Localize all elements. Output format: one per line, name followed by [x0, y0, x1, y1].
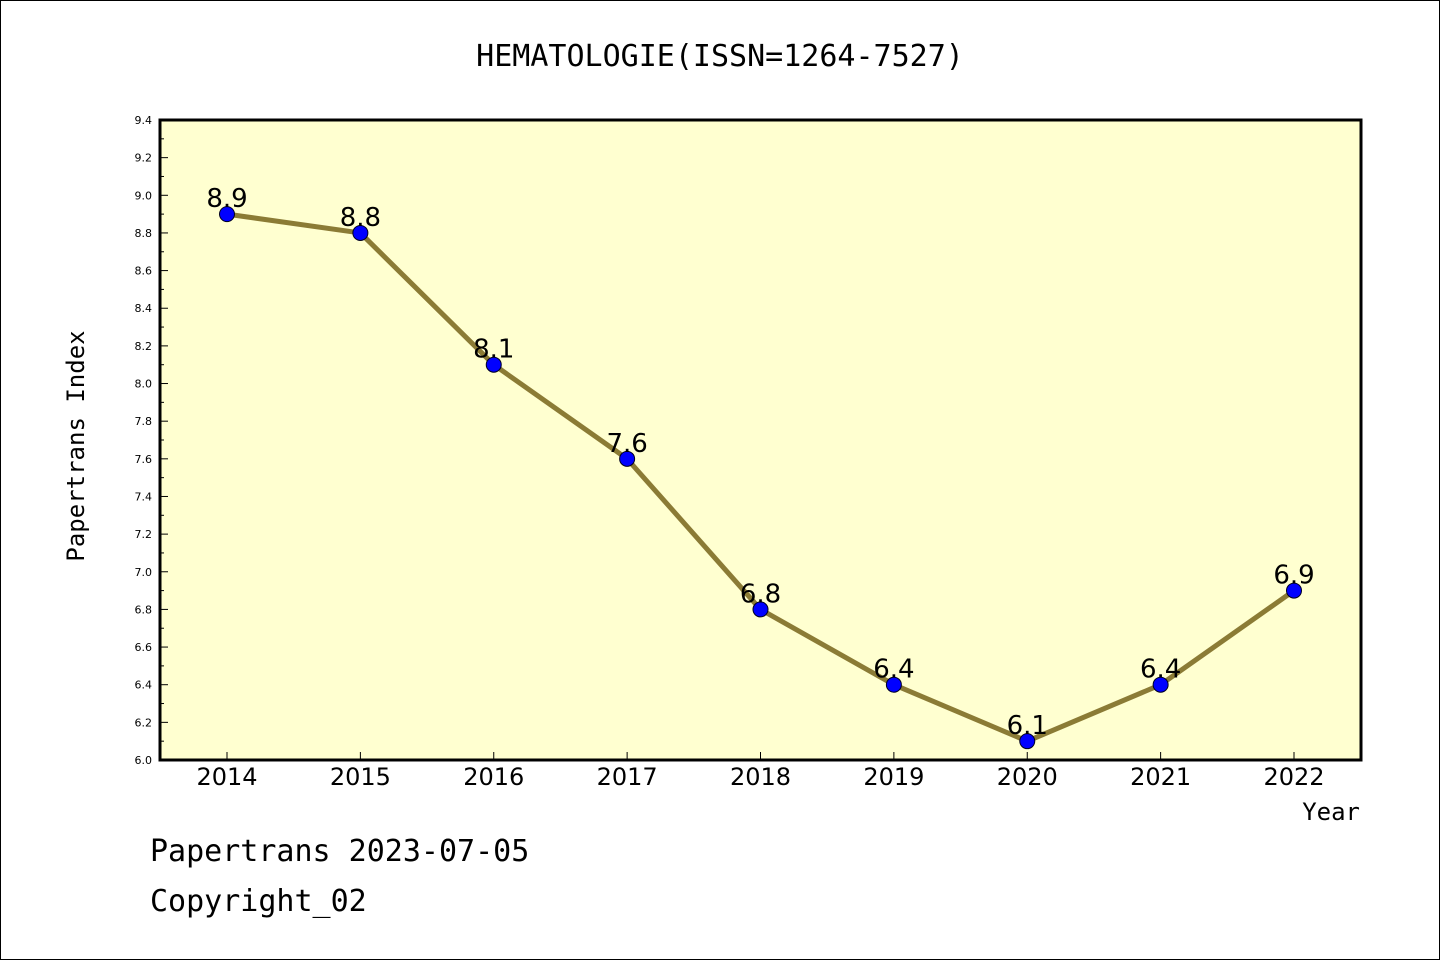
data-label: 8.8: [340, 203, 381, 233]
y-tick-label: 7.6: [135, 453, 153, 466]
x-tick-label: 2020: [997, 763, 1058, 791]
x-tick-label: 2015: [330, 763, 391, 791]
data-label: 6.4: [1140, 655, 1181, 685]
data-point: [619, 450, 636, 467]
y-tick-label: 8.0: [135, 378, 153, 391]
y-tick-label: 8.6: [135, 265, 153, 278]
y-tick-label: 6.8: [135, 603, 153, 616]
data-point: [485, 356, 502, 373]
data-label: 6.1: [1007, 711, 1048, 741]
y-axis-label: Papertrans Index: [62, 330, 90, 561]
x-tick-label: 2019: [863, 763, 924, 791]
x-tick-label: 2022: [1263, 763, 1324, 791]
y-tick-label: 8.8: [135, 227, 153, 240]
y-tick-label: 6.2: [135, 716, 153, 729]
data-label: 7.6: [606, 429, 647, 459]
y-tick-label: 9.2: [135, 152, 153, 165]
x-axis-label: Year: [1302, 798, 1360, 826]
x-tick-label: 2018: [730, 763, 791, 791]
footer-date: Papertrans 2023-07-05: [150, 834, 530, 869]
y-axis: 6.0 6.2 6.4 6.6 6.8 7.0 7.2 7.4 7.6 7.8 8.0 8.2 8.4 8…: [135, 114, 168, 767]
x-tick-label: 2014: [196, 763, 257, 791]
footer-copyright: Copyright_02: [150, 884, 367, 919]
data-point: [1152, 676, 1169, 693]
x-tick-label: 2021: [1130, 763, 1191, 791]
y-tick-label: 7.2: [135, 528, 153, 541]
x-axis: 2014 2015 2016 2017 2018 2019 2020 2021 2022: [196, 752, 1325, 791]
data-point: [1019, 733, 1036, 750]
y-tick-label: 7.8: [135, 415, 153, 428]
data-point: [885, 676, 902, 693]
data-label: 8.9: [206, 184, 247, 214]
y-tick-label: 6.6: [135, 641, 153, 654]
data-label: 6.9: [1273, 561, 1314, 591]
data-label: 8.1: [473, 335, 514, 365]
data-point: [752, 601, 769, 618]
chart-title: HEMATOLOGIE(ISSN=1264-7527): [476, 39, 964, 74]
x-tick-label: 2017: [597, 763, 658, 791]
series-line-group: 8.9 8.8 8.1 7.6 6.8 6.4 6.1 6.4 6.9: [206, 184, 1315, 750]
y-tick-label: 9.4: [135, 114, 153, 127]
data-point: [1286, 582, 1302, 599]
y-tick-label: 8.4: [135, 302, 153, 315]
data-point: [352, 224, 369, 241]
y-tick-label: 8.2: [135, 340, 153, 353]
x-tick-label: 2016: [463, 763, 524, 791]
y-tick-label: 6.0: [135, 754, 153, 767]
y-tick-label: 7.0: [135, 566, 153, 579]
data-point: [219, 206, 235, 223]
y-tick-label: 7.4: [135, 490, 153, 503]
data-label: 6.4: [873, 655, 914, 685]
y-tick-label: 6.4: [135, 679, 153, 692]
data-label: 6.8: [740, 579, 781, 609]
y-tick-label: 9.0: [135, 189, 153, 202]
